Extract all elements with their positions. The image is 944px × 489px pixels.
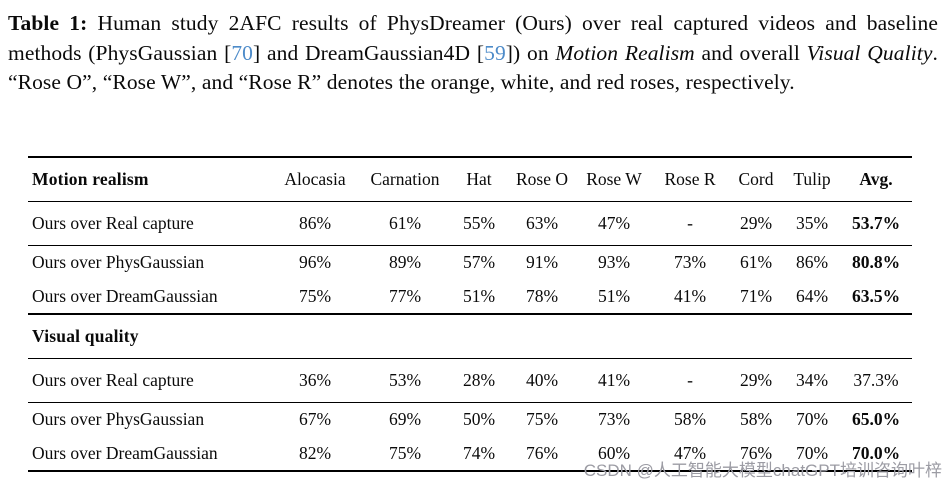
value-cell: 40%: [525, 370, 559, 390]
caption-text: Human study 2AFC results of PhysDreamer …: [8, 11, 938, 65]
table-rule: [28, 156, 912, 158]
column-header: Alocasia: [284, 169, 346, 189]
value-cell: 41%: [597, 370, 631, 390]
value-cell: 29%: [739, 213, 773, 233]
table-row: Ours over PhysGaussian 96% 89% 57% 91% 93% 73%…: [28, 246, 912, 280]
value-cell: 57%: [462, 252, 496, 273]
table-rule: [28, 245, 912, 246]
avg-cell: 63.5%: [851, 285, 901, 306]
value-cell: 77%: [388, 285, 422, 306]
column-header: Tulip: [793, 169, 831, 189]
value-cell: 63%: [525, 213, 559, 233]
section-header-row: Motion realism Alocasia Carnation Hat Rose O…: [28, 158, 912, 201]
section-title: Visual quality: [32, 326, 139, 346]
column-header: Cord: [738, 169, 774, 189]
value-cell: 28%: [462, 370, 496, 390]
column-header: Rose R: [664, 169, 716, 189]
citation-70[interactable]: 70: [231, 40, 254, 65]
table-rule: [28, 470, 912, 472]
value-cell: 75%: [388, 442, 422, 463]
value-cell: 93%: [597, 252, 631, 273]
row-label: Ours over Real capture: [32, 213, 194, 233]
value-cell: 60%: [597, 442, 631, 463]
value-cell: 67%: [298, 409, 332, 430]
value-cell: 69%: [388, 409, 422, 430]
value-cell: 74%: [462, 442, 496, 463]
value-cell: 73%: [597, 409, 631, 430]
value-cell: 71%: [739, 285, 773, 306]
value-cell: 47%: [673, 442, 707, 463]
section-title: Motion realism: [32, 169, 149, 189]
results-table: Motion realism Alocasia Carnation Hat Rose O…: [28, 156, 912, 472]
table-caption: Table 1: Human study 2AFC results of Phy…: [0, 0, 944, 98]
value-cell: 34%: [795, 370, 829, 390]
table-rule: [28, 313, 912, 315]
caption-text: . “Rose O”, “Rose W”, and “Rose R” denot…: [8, 40, 938, 95]
value-cell: 75%: [525, 409, 559, 430]
table-row: Ours over Real capture 86% 61% 55% 63% 47% - 29…: [28, 202, 912, 245]
value-cell: 58%: [673, 409, 707, 430]
value-cell: 86%: [298, 213, 332, 233]
value-cell: -: [687, 370, 693, 390]
column-header: Rose O: [515, 169, 568, 189]
caption-text: ] and DreamGaussian4D [: [253, 40, 485, 65]
value-cell: 86%: [795, 252, 829, 273]
table-row: Ours over DreamGaussian 75% 77% 51% 78% 51% 41…: [28, 280, 912, 314]
value-cell: 78%: [525, 285, 559, 306]
value-cell: 96%: [298, 252, 332, 273]
caption-text: Motion Realism: [555, 40, 695, 65]
value-cell: 35%: [795, 213, 829, 233]
avg-cell: 65.0%: [851, 409, 901, 430]
value-cell: 58%: [739, 409, 773, 430]
value-cell: 50%: [462, 409, 496, 430]
row-label: Ours over DreamGaussian: [32, 442, 218, 463]
citation-59[interactable]: 59: [484, 40, 506, 65]
avg-cell: 53.7%: [851, 213, 901, 233]
value-cell: 55%: [462, 213, 496, 233]
value-cell: 64%: [795, 285, 829, 306]
value-cell: 29%: [739, 370, 773, 390]
avg-cell: 37.3%: [853, 370, 899, 390]
column-header: Rose W: [586, 169, 642, 189]
value-cell: 76%: [739, 442, 773, 463]
value-cell: 41%: [673, 285, 707, 306]
value-cell: 70%: [795, 409, 829, 430]
value-cell: 75%: [298, 285, 332, 306]
column-header-avg: Avg.: [859, 169, 893, 189]
value-cell: -: [687, 213, 693, 233]
row-label: Ours over PhysGaussian: [32, 409, 205, 430]
row-label: Ours over PhysGaussian: [32, 252, 205, 273]
value-cell: 51%: [462, 285, 496, 306]
value-cell: 47%: [597, 213, 631, 233]
column-header: Carnation: [370, 169, 440, 189]
avg-cell: 70.0%: [851, 442, 901, 463]
caption-text: ]) on: [505, 40, 556, 65]
value-cell: 61%: [739, 252, 773, 273]
caption-label: Table 1:: [8, 11, 88, 35]
value-cell: 73%: [673, 252, 707, 273]
table-rule: [28, 402, 912, 403]
row-label: Ours over Real capture: [32, 370, 194, 390]
caption-text: Visual Quality: [806, 40, 933, 65]
table-rule: [28, 201, 912, 202]
table-row: Ours over Real capture 36% 53% 28% 40% 41% - 29…: [28, 359, 912, 402]
column-header: Hat: [466, 169, 492, 189]
value-cell: 61%: [388, 213, 422, 233]
value-cell: 53%: [388, 370, 422, 390]
table-row: Ours over DreamGaussian 82% 75% 74% 76% 60% 47…: [28, 437, 912, 471]
caption-text: and overall: [694, 40, 807, 65]
avg-cell: 80.8%: [851, 252, 901, 273]
value-cell: 82%: [298, 442, 332, 463]
value-cell: 70%: [795, 442, 829, 463]
value-cell: 89%: [388, 252, 422, 273]
row-label: Ours over DreamGaussian: [32, 285, 218, 306]
value-cell: 51%: [597, 285, 631, 306]
section-header-row: Visual quality: [28, 315, 912, 358]
value-cell: 76%: [525, 442, 559, 463]
value-cell: 36%: [298, 370, 332, 390]
table-rule: [28, 358, 912, 359]
value-cell: 91%: [525, 252, 559, 273]
table-row: Ours over PhysGaussian 67% 69% 50% 75% 73% 58%…: [28, 403, 912, 437]
